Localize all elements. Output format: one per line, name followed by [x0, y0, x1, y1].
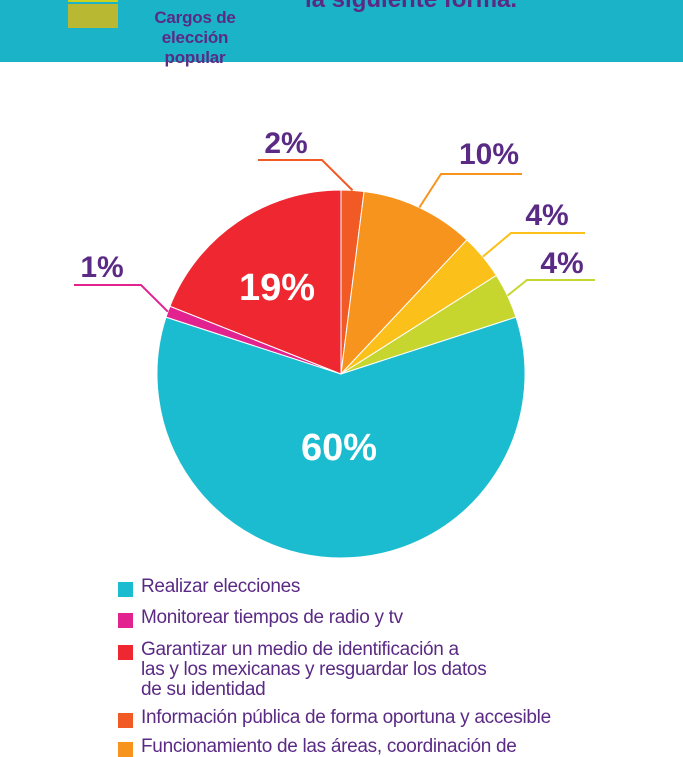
leader-line: [482, 232, 585, 258]
pie-slice: [169, 189, 342, 375]
header-banner: Cargos de elección popular la siguiente …: [0, 0, 683, 67]
pie-slice: [156, 316, 526, 559]
legend-label: Funcionamiento de las áreas, coordinació…: [141, 736, 517, 757]
data-label: 10%: [459, 138, 519, 171]
data-label: 2%: [264, 127, 307, 160]
data-label: 60%: [301, 427, 377, 469]
legend-swatch: [118, 645, 133, 660]
pie-chart: 60%19%2% 10%4%4%1%: [74, 127, 595, 559]
legend-swatch: [118, 582, 133, 597]
data-label: 19%: [239, 267, 315, 309]
legend-label: Monitorear tiempos de radio y tv: [141, 607, 403, 628]
legend-swatch-olive: [68, 4, 118, 28]
banner-caption: Cargos de elección popular: [154, 8, 236, 67]
legend-label: Realizar elecciones: [141, 576, 301, 597]
leader-line: [74, 284, 169, 313]
pie-slice: [340, 190, 468, 376]
legend-label: Garantizar un medio de identificación a …: [141, 639, 487, 700]
legend-label: Información pública de forma oportuna y …: [141, 707, 551, 728]
legend-swatch: [118, 713, 133, 728]
leader-line: [258, 159, 354, 192]
legend-swatch-lime: [68, 0, 118, 2]
legend-swatch: [118, 613, 133, 628]
data-label: 4%: [525, 199, 568, 232]
data-label: 4%: [540, 247, 583, 280]
leader-line: [418, 173, 522, 209]
banner-heading: la siguiente forma.: [305, 0, 517, 14]
leader-line: [506, 279, 595, 297]
data-label: 1%: [80, 251, 123, 284]
